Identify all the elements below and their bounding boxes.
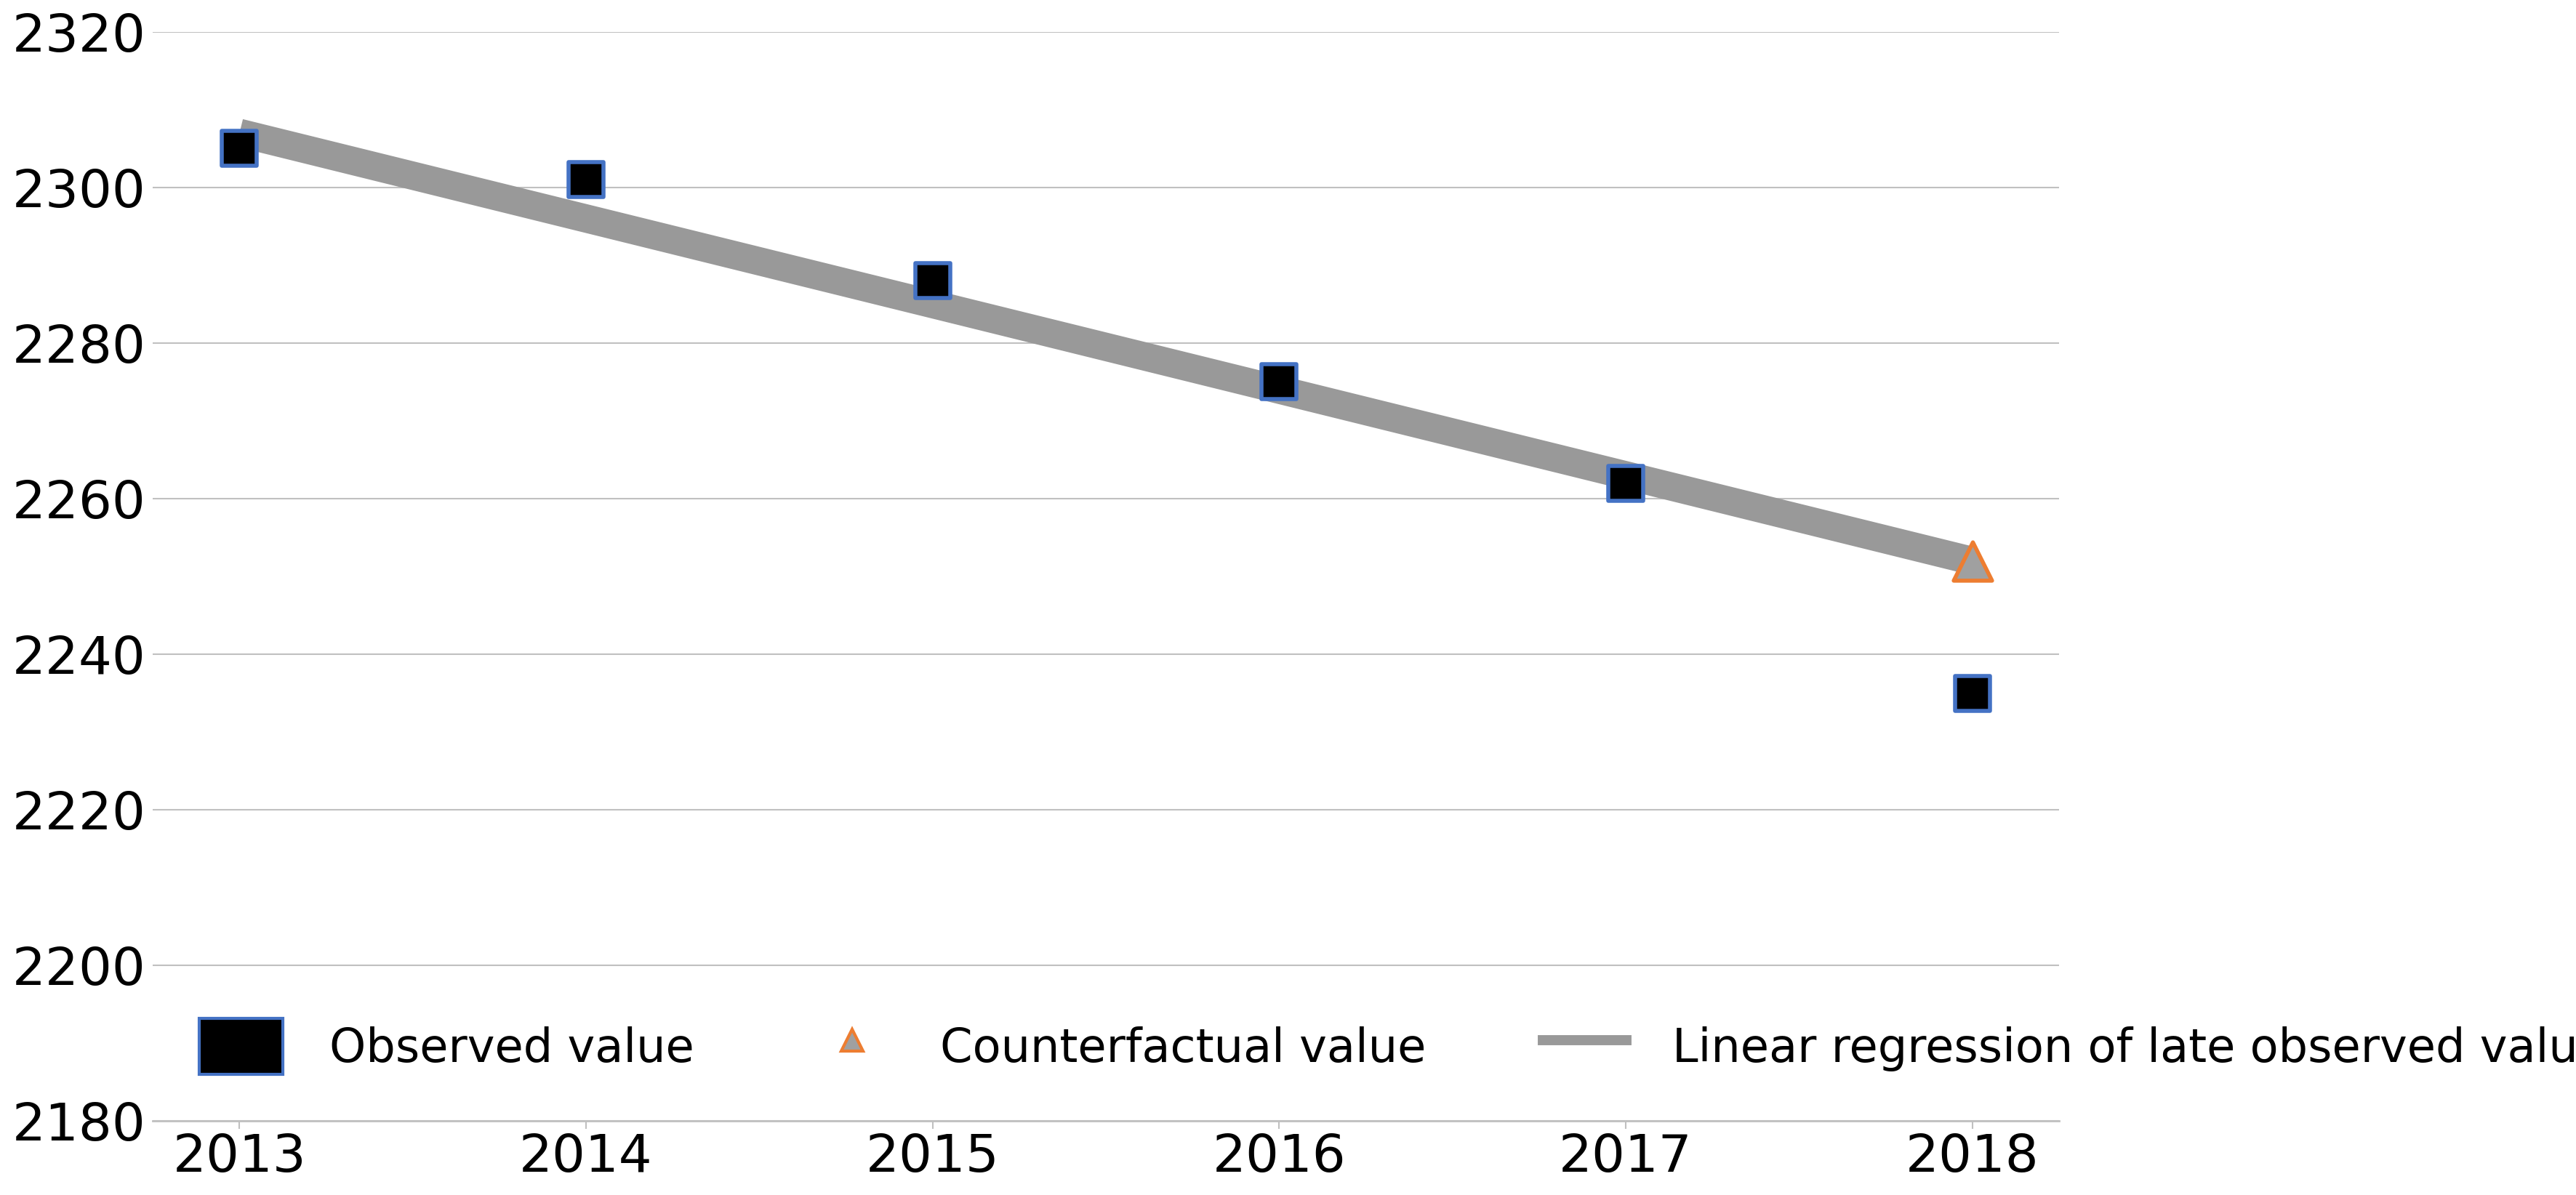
Point bbox=[219, 139, 260, 158]
Point bbox=[1605, 473, 1646, 492]
Point bbox=[1953, 684, 1994, 703]
Legend: Observed value, Counterfactual value, Linear regression of late observed values: Observed value, Counterfactual value, Li… bbox=[175, 994, 2576, 1098]
Point bbox=[912, 271, 953, 290]
Point bbox=[1953, 551, 1994, 570]
Point bbox=[1260, 373, 1301, 392]
Point bbox=[567, 170, 608, 189]
